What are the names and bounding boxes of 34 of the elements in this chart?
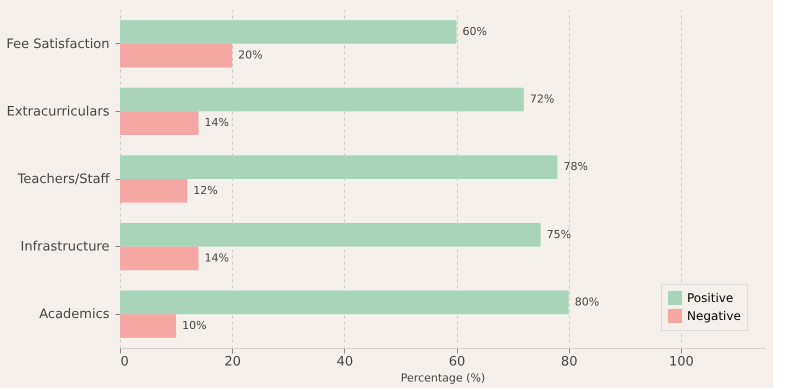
x-axis-title: Percentage (%)	[400, 372, 486, 384]
data-label: 80%	[574, 295, 600, 308]
data-label: 10%	[182, 319, 207, 332]
data-label: 72%	[530, 92, 554, 106]
bar	[120, 155, 558, 179]
bar	[120, 20, 457, 44]
legend-label: Negative	[687, 309, 741, 323]
data-label: 12%	[193, 184, 218, 197]
bar	[120, 44, 232, 68]
x-tick-label: 80	[560, 354, 578, 370]
bar	[120, 246, 199, 270]
y-tick-label: Academics	[39, 307, 110, 322]
x-tick-label: 0	[120, 354, 129, 370]
bar	[120, 222, 541, 247]
data-label: 20%	[238, 48, 263, 62]
data-label: 75%	[546, 228, 572, 241]
y-tick-label: Fee Satisfaction	[6, 36, 110, 52]
bar	[120, 290, 569, 314]
x-tick-label: 40	[336, 354, 354, 370]
data-label: 14%	[204, 251, 229, 264]
data-label: 14%	[204, 116, 229, 130]
x-tick-label: 100	[668, 354, 694, 370]
bar	[120, 111, 199, 136]
data-label: 60%	[462, 24, 487, 38]
bar	[120, 88, 524, 112]
y-tick-label: Teachers/Staff	[16, 172, 111, 187]
legend-label: Positive	[687, 291, 734, 305]
y-tick-label: Extracurriculars	[6, 104, 110, 120]
x-tick-label: 60	[448, 354, 466, 370]
data-label: 78%	[563, 160, 588, 174]
bar	[120, 179, 188, 203]
bar	[120, 314, 176, 338]
y-tick-label: Infrastructure	[20, 240, 110, 255]
x-tick-label: 20	[224, 354, 241, 370]
